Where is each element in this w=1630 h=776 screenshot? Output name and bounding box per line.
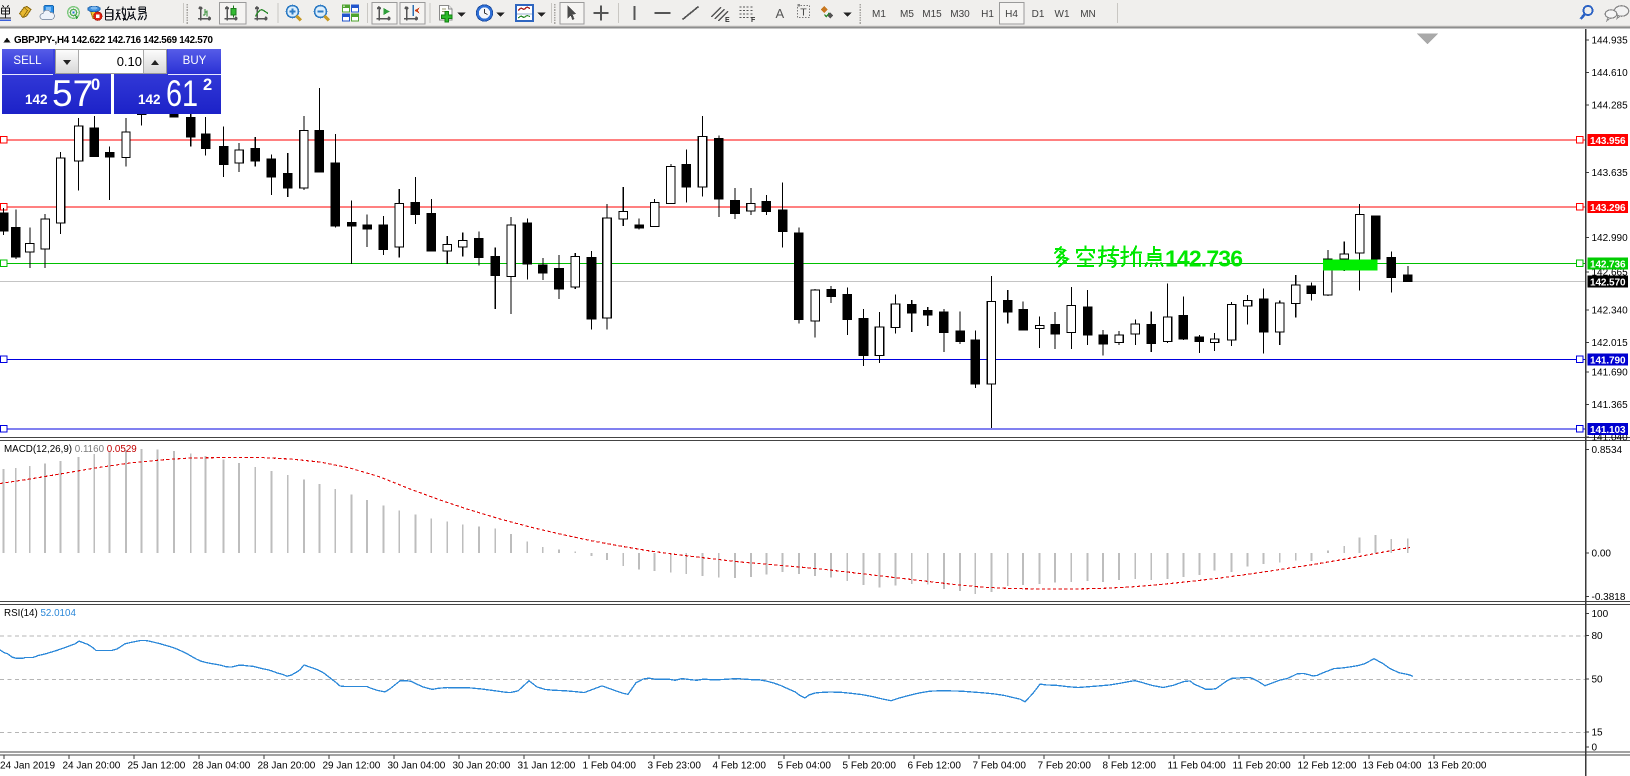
svg-text:28 Jan 04:00: 28 Jan 04:00 bbox=[193, 761, 251, 772]
svg-text:5 Feb 20:00: 5 Feb 20:00 bbox=[843, 761, 897, 772]
svg-text:RSI(14) 52.0104: RSI(14) 52.0104 bbox=[4, 608, 76, 619]
svg-text:141.790: 141.790 bbox=[1590, 355, 1626, 366]
svg-text:13 Feb 04:00: 13 Feb 04:00 bbox=[1363, 761, 1422, 772]
svg-text:11 Feb 04:00: 11 Feb 04:00 bbox=[1168, 761, 1227, 772]
svg-text:M5: M5 bbox=[900, 9, 914, 20]
svg-text:144.935: 144.935 bbox=[1592, 36, 1629, 47]
svg-text:E: E bbox=[725, 17, 730, 24]
svg-text:3 Feb 23:00: 3 Feb 23:00 bbox=[648, 761, 702, 772]
svg-text:11 Feb 20:00: 11 Feb 20:00 bbox=[1233, 761, 1292, 772]
svg-text:24 Jan 20:00: 24 Jan 20:00 bbox=[63, 761, 121, 772]
svg-text:100: 100 bbox=[1592, 609, 1609, 620]
svg-text:142.736: 142.736 bbox=[1165, 246, 1243, 272]
svg-text:13 Feb 20:00: 13 Feb 20:00 bbox=[1428, 761, 1487, 772]
svg-text:GBPJPY-,H4 142.622 142.716 142: GBPJPY-,H4 142.622 142.716 142.569 142.5… bbox=[14, 35, 214, 46]
svg-text:M30: M30 bbox=[950, 9, 970, 20]
svg-text:6 Feb 12:00: 6 Feb 12:00 bbox=[908, 761, 962, 772]
svg-text:143.635: 143.635 bbox=[1592, 168, 1629, 179]
svg-text:1 Feb 04:00: 1 Feb 04:00 bbox=[583, 761, 637, 772]
svg-text:M1: M1 bbox=[872, 9, 886, 20]
svg-text:T: T bbox=[800, 7, 807, 19]
svg-text:29 Jan 12:00: 29 Jan 12:00 bbox=[323, 761, 381, 772]
svg-text:MN: MN bbox=[1080, 9, 1096, 20]
svg-text:MACD(12,26,9) 0.1160 0.0529: MACD(12,26,9) 0.1160 0.0529 bbox=[4, 444, 137, 455]
svg-text:142.015: 142.015 bbox=[1592, 338, 1629, 349]
svg-text:142.340: 142.340 bbox=[1592, 306, 1629, 317]
svg-text:142.736: 142.736 bbox=[1590, 259, 1626, 270]
svg-text:142.990: 142.990 bbox=[1592, 233, 1629, 244]
svg-text:7 Feb 20:00: 7 Feb 20:00 bbox=[1038, 761, 1092, 772]
svg-text:0: 0 bbox=[1592, 743, 1598, 754]
svg-text:4 Feb 12:00: 4 Feb 12:00 bbox=[713, 761, 767, 772]
svg-text:M15: M15 bbox=[922, 9, 942, 20]
svg-text:28 Jan 20:00: 28 Jan 20:00 bbox=[258, 761, 316, 772]
svg-text:144.285: 144.285 bbox=[1592, 101, 1629, 112]
svg-text:5 Feb 04:00: 5 Feb 04:00 bbox=[778, 761, 832, 772]
svg-text:141.690: 141.690 bbox=[1592, 368, 1629, 379]
svg-text:H1: H1 bbox=[981, 9, 994, 20]
svg-text:143.296: 143.296 bbox=[1590, 203, 1626, 214]
svg-text:15: 15 bbox=[1592, 728, 1604, 739]
svg-text:50: 50 bbox=[1592, 675, 1604, 686]
svg-text:F: F bbox=[751, 17, 756, 24]
svg-text:8 Feb 12:00: 8 Feb 12:00 bbox=[1103, 761, 1157, 772]
svg-text:142.665: 142.665 bbox=[1592, 268, 1629, 279]
svg-text:H4: H4 bbox=[1005, 9, 1018, 20]
svg-text:-0.3818: -0.3818 bbox=[1592, 592, 1626, 603]
svg-text:80: 80 bbox=[1592, 631, 1604, 642]
svg-text:24 Jan 2019: 24 Jan 2019 bbox=[0, 761, 55, 772]
svg-text:141.040: 141.040 bbox=[1592, 433, 1629, 444]
svg-text:30 Jan 20:00: 30 Jan 20:00 bbox=[453, 761, 511, 772]
svg-text:A: A bbox=[776, 6, 785, 21]
svg-text:144.610: 144.610 bbox=[1592, 68, 1629, 79]
svg-text:25 Jan 12:00: 25 Jan 12:00 bbox=[128, 761, 186, 772]
svg-text:31 Jan 12:00: 31 Jan 12:00 bbox=[518, 761, 576, 772]
svg-text:W1: W1 bbox=[1055, 9, 1070, 20]
svg-text:30 Jan 04:00: 30 Jan 04:00 bbox=[388, 761, 446, 772]
svg-text:0.00: 0.00 bbox=[1592, 549, 1612, 560]
svg-text:D1: D1 bbox=[1032, 9, 1045, 20]
svg-text:12 Feb 12:00: 12 Feb 12:00 bbox=[1298, 761, 1357, 772]
svg-text:142.570: 142.570 bbox=[1590, 277, 1626, 288]
svg-text:7 Feb 04:00: 7 Feb 04:00 bbox=[973, 761, 1027, 772]
svg-text:141.103: 141.103 bbox=[1590, 425, 1626, 436]
svg-text:0.8534: 0.8534 bbox=[1592, 445, 1623, 456]
svg-text:143.956: 143.956 bbox=[1590, 136, 1626, 147]
svg-text:141.365: 141.365 bbox=[1592, 400, 1629, 411]
